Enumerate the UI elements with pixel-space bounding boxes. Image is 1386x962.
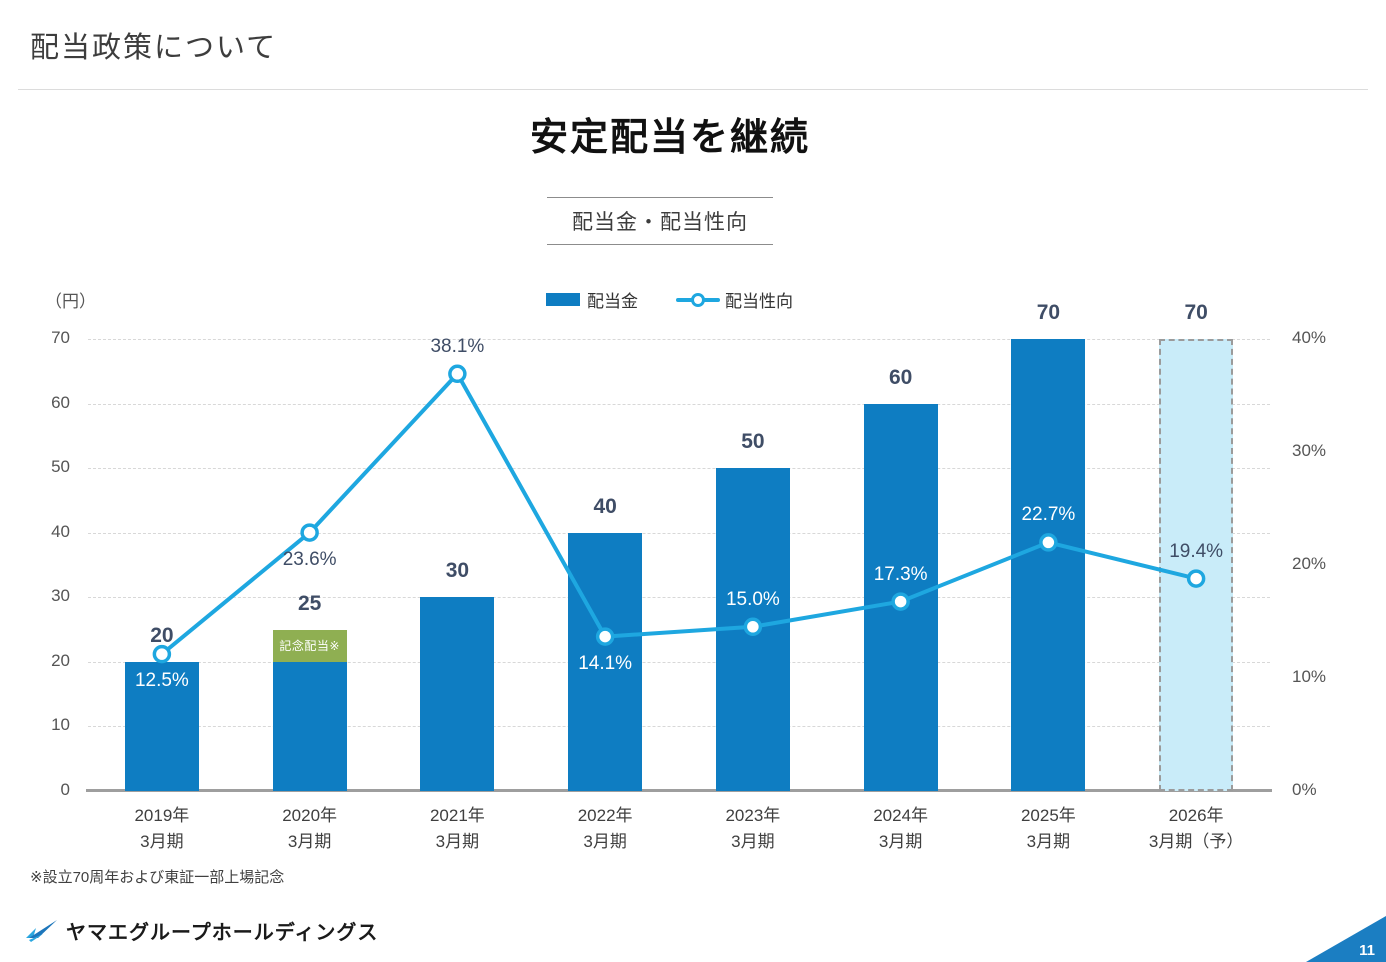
left-axis-unit: （円）: [45, 292, 96, 311]
gridline-20: [88, 661, 1270, 663]
bar-value-label: 40: [593, 494, 617, 518]
chart-title-box: 配当金・配当性向: [547, 197, 773, 245]
line-marker-icon: [152, 644, 172, 664]
right-axis-tick-40%: 40%: [1292, 328, 1327, 347]
x-label-period: 3月期: [1026, 832, 1071, 852]
bar-value-label: 60: [888, 365, 913, 389]
main-heading: 安定配当を継続: [529, 117, 810, 159]
company-name: ヤマエグループホールディングス: [66, 922, 379, 944]
bar-value-label: 25: [297, 591, 322, 615]
bar-value-label: 20: [150, 623, 174, 647]
right-axis-tick-0%: 0%: [1292, 780, 1317, 799]
payout-ratio-label: 38.1%: [430, 335, 485, 357]
payout-ratio-label: 17.3%: [873, 563, 928, 585]
line-marker-icon: [448, 364, 467, 384]
right-axis-tick-10%: 10%: [1292, 667, 1327, 686]
line-marker-icon: [300, 523, 319, 542]
x-label-period: 3月期: [287, 832, 332, 852]
right-axis-tick-20%: 20%: [1292, 554, 1327, 573]
bar-2019年: [124, 661, 199, 791]
x-label-year: 2025年: [1020, 806, 1076, 825]
line-marker-icon: [1186, 569, 1206, 588]
x-axis-label-2020年: 2020年 3月期: [235, 803, 385, 856]
x-label-year: 2021年: [429, 806, 485, 825]
line-swatch-marker-icon: [691, 293, 705, 307]
bar-value-label: 30: [445, 559, 470, 583]
payout-ratio-label: 23.6%: [282, 548, 337, 570]
page-title: 配当政策について: [30, 32, 278, 64]
left-axis-tick-70: 70: [51, 328, 70, 347]
bar-value-label: 50: [741, 430, 765, 454]
x-label-year: 2024年: [873, 806, 929, 825]
line-marker-icon: [743, 617, 763, 636]
x-label-period: 3月期: [731, 832, 775, 852]
left-axis-tick-10: 10: [51, 715, 70, 735]
x-axis-label-2024年: 2024年 3月期: [826, 803, 976, 856]
left-axis-tick-60: 60: [51, 392, 70, 412]
bar-value-label: 70: [1184, 301, 1208, 324]
x-axis-line: [86, 789, 1272, 792]
x-axis-label-2025年: 2025年 3月期: [973, 803, 1123, 856]
bar-2022年: [568, 532, 643, 791]
line-marker-icon: [1039, 533, 1058, 552]
x-label-year: 2019年: [134, 806, 190, 825]
gridline-30: [88, 597, 1270, 599]
x-axis-label-2023年: 2023年 3月期: [678, 803, 828, 856]
x-label-period: 3月期（予）: [1148, 832, 1244, 852]
bar-2021年: [420, 597, 495, 791]
payout-ratio-label: 14.1%: [578, 652, 633, 674]
footnote: ※設立70周年および東証一部上場記念: [30, 869, 285, 886]
gridline-50: [88, 468, 1270, 470]
bar-value-label: 70: [1036, 301, 1061, 324]
left-axis-tick-40: 40: [51, 521, 70, 541]
payout-ratio-label: 12.5%: [134, 670, 189, 692]
page-number: 11: [1359, 942, 1375, 959]
left-axis-tick-20: 20: [51, 650, 70, 670]
payout-ratio-line: [152, 364, 1206, 664]
x-label-period: 3月期: [583, 832, 627, 852]
x-axis-label-2021年: 2021年 3月期: [382, 803, 532, 856]
line-series-label: 配当性向: [725, 292, 793, 311]
footer: ヤマエグループホールディングス: [26, 916, 378, 945]
left-axis-tick-50: 50: [51, 457, 70, 477]
x-axis-label-2022年: 2022年 3月期: [530, 803, 680, 856]
chart-legend: 配当金 配当性向: [546, 287, 793, 312]
right-axis-tick-30%: 30%: [1292, 441, 1327, 460]
left-axis-tick-0: 0: [60, 780, 70, 799]
commemorative-dividend-segment: 記念配当※: [272, 629, 347, 662]
gridline-40: [88, 532, 1270, 534]
x-label-year: 2023年: [725, 806, 781, 825]
payout-ratio-label: 15.0%: [725, 588, 780, 610]
x-label-year: 2020年: [282, 806, 338, 825]
gridline-10: [88, 726, 1270, 728]
page-corner-triangle: 11: [1306, 916, 1386, 962]
line-series-swatch: [676, 292, 720, 307]
x-label-period: 3月期: [435, 832, 480, 852]
x-label-year: 2026年: [1168, 806, 1224, 825]
line-marker-icon: [891, 592, 910, 611]
chart-plot-area: 0 10 20 30 40 50 60 70 0% 10% 20% 30% 40% 20 2019年 3月期 2…: [51, 301, 1326, 851]
gridline-70: [88, 339, 1270, 340]
company-logo-icon: [26, 919, 57, 942]
bar-2025年: [1011, 339, 1086, 791]
bar-series-swatch: [546, 293, 580, 306]
chart-title: 配当金・配当性向: [572, 211, 748, 234]
gridline-60: [88, 403, 1270, 405]
left-axis-tick-30: 30: [51, 586, 70, 606]
x-label-year: 2022年: [577, 806, 633, 825]
x-label-period: 3月期: [140, 832, 184, 852]
payout-ratio-polyline: [160, 371, 1197, 656]
payout-ratio-label: 19.4%: [1169, 540, 1224, 562]
x-label-period: 3月期: [878, 832, 923, 852]
bar-series-label: 配当金: [587, 292, 638, 311]
x-axis-label-2026年: 2026年 3月期（予）: [1121, 803, 1271, 856]
line-marker-icon: [595, 627, 615, 646]
title-divider: [18, 89, 1368, 90]
x-axis-label-2019年: 2019年 3月期: [87, 803, 237, 856]
bar-2026年: [1159, 339, 1234, 791]
payout-ratio-label: 22.7%: [1021, 504, 1076, 526]
